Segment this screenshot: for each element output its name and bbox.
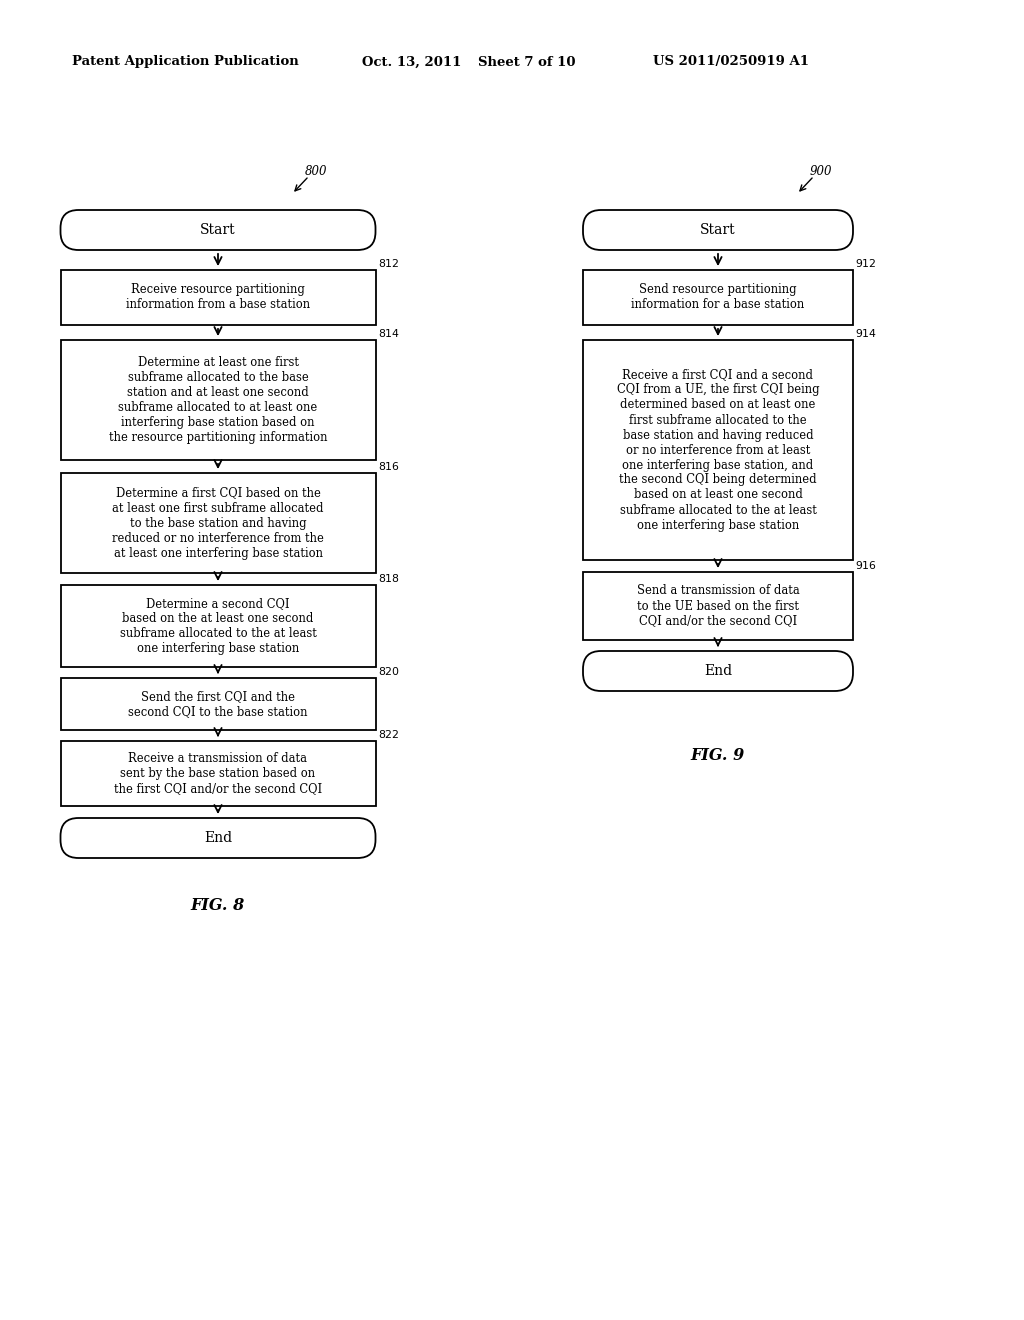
Text: Receive a transmission of data
sent by the base station based on
the first CQI a: Receive a transmission of data sent by t… — [114, 752, 323, 795]
Text: $\mathit{914}$: $\mathit{914}$ — [855, 327, 878, 339]
Bar — [60, 741, 376, 807]
Text: Start: Start — [200, 223, 236, 238]
Bar — [583, 341, 853, 560]
Text: Determine at least one first
subframe allocated to the base
station and at least: Determine at least one first subframe al… — [109, 356, 328, 444]
Text: $\mathit{912}$: $\mathit{912}$ — [855, 257, 877, 269]
FancyBboxPatch shape — [60, 818, 376, 858]
Text: End: End — [703, 664, 732, 678]
Bar — [60, 585, 376, 667]
Text: Determine a first CQI based on the
at least one first subframe allocated
to the : Determine a first CQI based on the at le… — [112, 487, 324, 560]
Text: US 2011/0250919 A1: US 2011/0250919 A1 — [653, 55, 809, 69]
Text: Determine a second CQI
based on the at least one second
subframe allocated to th: Determine a second CQI based on the at l… — [120, 597, 316, 655]
Text: End: End — [204, 832, 232, 845]
Bar — [583, 572, 853, 640]
Text: 900: 900 — [810, 165, 833, 178]
FancyBboxPatch shape — [60, 210, 376, 249]
Text: $\mathit{816}$: $\mathit{816}$ — [378, 459, 399, 473]
Text: FIG. 8: FIG. 8 — [190, 896, 245, 913]
Text: FIG. 9: FIG. 9 — [691, 747, 745, 763]
Text: Send a transmission of data
to the UE based on the first
CQI and/or the second C: Send a transmission of data to the UE ba… — [637, 585, 800, 627]
Text: Receive resource partitioning
information from a base station: Receive resource partitioning informatio… — [126, 284, 310, 312]
Text: $\mathit{822}$: $\mathit{822}$ — [378, 729, 399, 741]
Text: $\mathit{820}$: $\mathit{820}$ — [378, 665, 399, 677]
Text: $\mathit{916}$: $\mathit{916}$ — [855, 558, 877, 572]
Text: $\mathit{818}$: $\mathit{818}$ — [378, 572, 399, 583]
Text: 800: 800 — [305, 165, 328, 178]
Bar — [60, 678, 376, 730]
Text: Oct. 13, 2011: Oct. 13, 2011 — [362, 55, 462, 69]
FancyBboxPatch shape — [583, 651, 853, 690]
Text: Receive a first CQI and a second
CQI from a UE, the first CQI being
determined b: Receive a first CQI and a second CQI fro… — [616, 368, 819, 532]
Text: $\mathit{814}$: $\mathit{814}$ — [378, 327, 399, 339]
Bar — [60, 473, 376, 573]
Text: Send the first CQI and the
second CQI to the base station: Send the first CQI and the second CQI to… — [128, 690, 308, 718]
Text: Start: Start — [700, 223, 736, 238]
Bar — [60, 341, 376, 459]
Text: Patent Application Publication: Patent Application Publication — [72, 55, 299, 69]
Text: $\mathit{812}$: $\mathit{812}$ — [378, 257, 399, 269]
Text: Sheet 7 of 10: Sheet 7 of 10 — [478, 55, 575, 69]
Bar — [583, 271, 853, 325]
Text: Send resource partitioning
information for a base station: Send resource partitioning information f… — [632, 284, 805, 312]
FancyBboxPatch shape — [583, 210, 853, 249]
Bar — [60, 271, 376, 325]
